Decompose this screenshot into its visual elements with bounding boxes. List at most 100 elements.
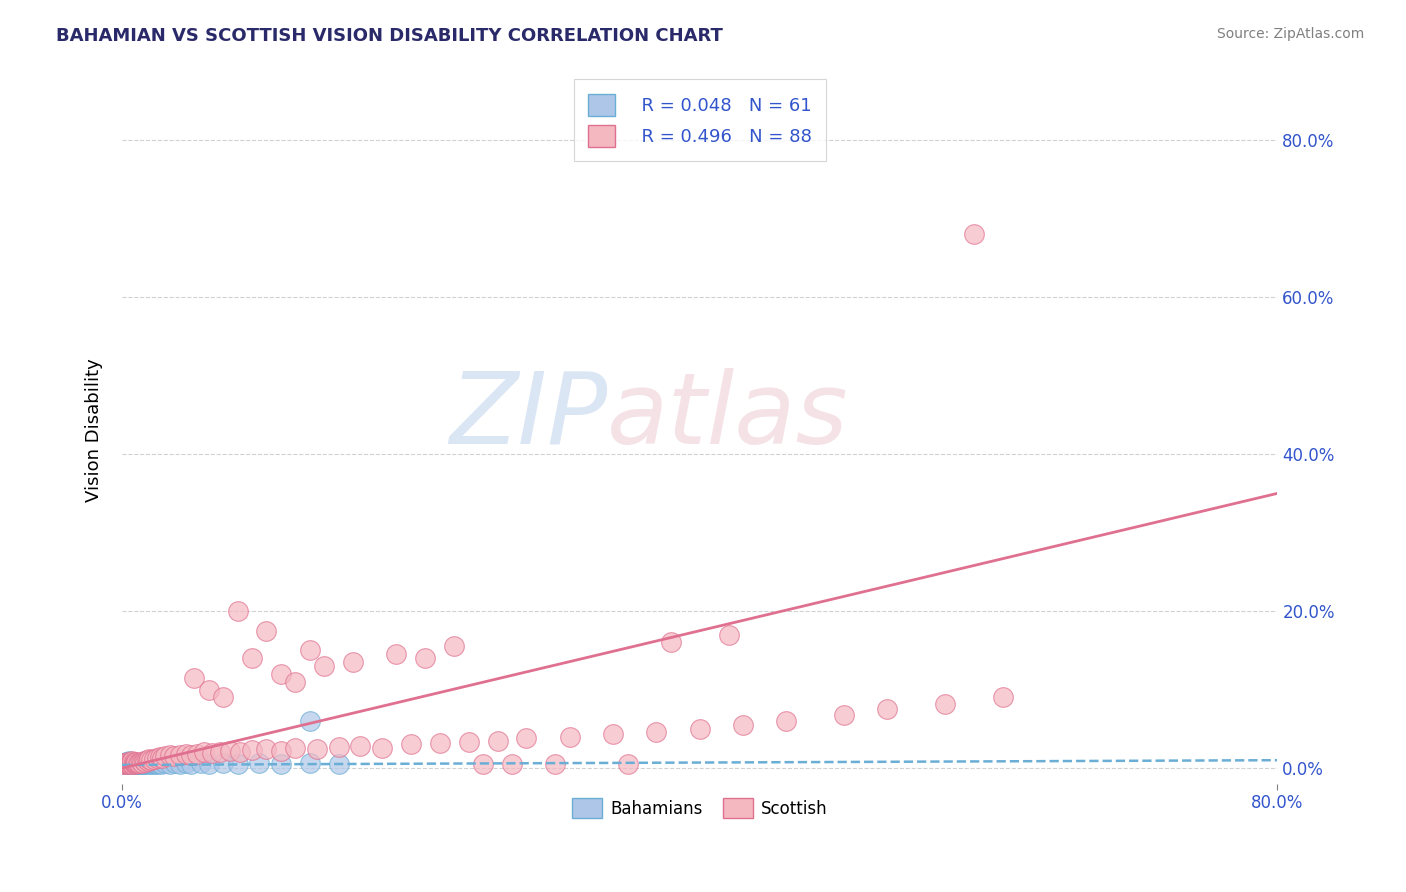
Point	[118, 756, 141, 770]
Point	[142, 751, 165, 765]
Point	[115, 755, 138, 769]
Point	[963, 227, 986, 242]
Point	[136, 754, 159, 768]
Point	[121, 757, 143, 772]
Point	[429, 736, 451, 750]
Point	[270, 757, 292, 772]
Point	[138, 756, 160, 770]
Point	[197, 682, 219, 697]
Point	[165, 756, 187, 771]
Point	[128, 756, 150, 771]
Point	[247, 756, 270, 771]
Point	[114, 756, 136, 771]
Point	[169, 757, 191, 772]
Point	[138, 752, 160, 766]
Point	[717, 627, 740, 641]
Point	[219, 744, 242, 758]
Point	[117, 755, 139, 769]
Point	[602, 727, 624, 741]
Point	[349, 739, 371, 753]
Point	[212, 756, 235, 771]
Point	[298, 756, 321, 771]
Point	[183, 671, 205, 685]
Point	[129, 755, 152, 769]
Point	[117, 756, 139, 771]
Point	[342, 655, 364, 669]
Point	[120, 756, 142, 771]
Point	[226, 604, 249, 618]
Point	[128, 757, 150, 772]
Point	[117, 755, 139, 769]
Point	[136, 757, 159, 772]
Point	[115, 756, 138, 770]
Point	[132, 756, 155, 770]
Point	[129, 757, 152, 772]
Point	[122, 755, 145, 769]
Point	[129, 756, 152, 770]
Point	[117, 756, 139, 771]
Point	[118, 756, 141, 770]
Point	[131, 757, 153, 772]
Point	[125, 755, 148, 769]
Point	[142, 757, 165, 772]
Point	[298, 714, 321, 728]
Point	[284, 741, 307, 756]
Text: Source: ZipAtlas.com: Source: ZipAtlas.com	[1216, 27, 1364, 41]
Point	[122, 756, 145, 771]
Point	[127, 757, 149, 772]
Text: BAHAMIAN VS SCOTTISH VISION DISABILITY CORRELATION CHART: BAHAMIAN VS SCOTTISH VISION DISABILITY C…	[56, 27, 723, 45]
Point	[226, 757, 249, 772]
Point	[120, 755, 142, 769]
Point	[127, 756, 149, 770]
Point	[256, 624, 278, 638]
Point	[689, 722, 711, 736]
Point	[117, 757, 139, 772]
Point	[125, 756, 148, 771]
Point	[141, 756, 163, 771]
Point	[115, 756, 138, 770]
Point	[775, 714, 797, 728]
Point	[991, 690, 1014, 705]
Point	[159, 748, 181, 763]
Point	[240, 743, 263, 757]
Point	[328, 757, 350, 772]
Point	[145, 757, 167, 772]
Text: atlas: atlas	[607, 368, 849, 465]
Point	[284, 674, 307, 689]
Point	[328, 739, 350, 754]
Point	[122, 756, 145, 770]
Point	[131, 756, 153, 771]
Point	[558, 730, 581, 744]
Point	[128, 756, 150, 771]
Point	[305, 742, 328, 756]
Point	[135, 756, 157, 771]
Point	[115, 757, 138, 772]
Point	[270, 744, 292, 758]
Point	[146, 756, 169, 771]
Point	[486, 733, 509, 747]
Point	[124, 757, 146, 772]
Point	[155, 749, 177, 764]
Point	[229, 745, 252, 759]
Point	[200, 746, 222, 760]
Point	[876, 702, 898, 716]
Point	[616, 757, 638, 772]
Point	[139, 757, 162, 772]
Point	[212, 690, 235, 705]
Point	[121, 754, 143, 768]
Point	[143, 756, 166, 770]
Point	[371, 740, 394, 755]
Point	[112, 757, 135, 772]
Point	[121, 757, 143, 772]
Point	[118, 754, 141, 768]
Text: ZIP: ZIP	[449, 368, 607, 465]
Point	[122, 756, 145, 771]
Point	[112, 757, 135, 772]
Point	[159, 757, 181, 772]
Point	[114, 756, 136, 770]
Point	[186, 747, 208, 761]
Point	[118, 756, 141, 771]
Point	[118, 757, 141, 772]
Point	[124, 756, 146, 770]
Point	[145, 751, 167, 765]
